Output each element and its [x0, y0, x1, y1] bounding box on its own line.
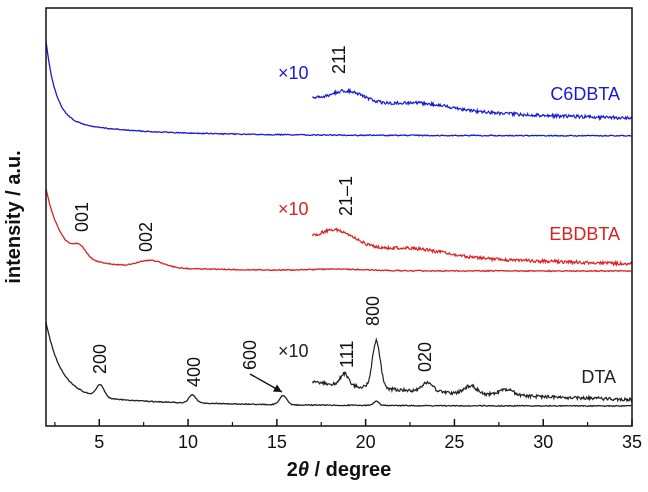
peak-label: 002: [136, 222, 156, 252]
x-axis-label-prefix: 2: [287, 459, 298, 481]
plot-area: C6DBTA ×10 EBDBTA ×10 DTA ×10 211 001 002 21–1 200…: [45, 41, 633, 408]
peak-label: 001: [72, 202, 92, 232]
series-name-label: C6DBTA: [550, 84, 620, 104]
series-magnified-c6dbta: [312, 87, 633, 122]
series-c6dbta: [45, 41, 633, 137]
x-tick-label: 15: [267, 432, 287, 452]
magnification-label: ×10: [278, 199, 309, 219]
magnification-label: ×10: [278, 63, 309, 83]
x-tick-label: 10: [178, 432, 198, 452]
peak-label: 111: [337, 341, 357, 368]
series-line-ebdbta: [45, 188, 632, 273]
x-tick-label: 25: [444, 432, 464, 452]
peak-label: 800: [363, 296, 383, 326]
series-name-label: DTA: [581, 367, 616, 387]
series-ebdbta: [45, 188, 633, 273]
series-name-label: EBDBTA: [549, 224, 620, 244]
series-line-c6dbta: [45, 41, 632, 137]
peak-arrow-head: [272, 384, 282, 392]
x-axis-label: 2θ / degree: [287, 459, 392, 481]
x-tick-label: 5: [94, 432, 104, 452]
peak-label: 020: [415, 342, 435, 372]
peak-label: 21–1: [336, 176, 356, 216]
plot-frame: [45, 7, 633, 427]
magnification-label: ×10: [278, 341, 309, 361]
y-axis-label: intensity / a.u.: [3, 150, 25, 283]
x-axis-label-theta: θ: [298, 459, 309, 481]
x-tick-label: 35: [622, 432, 642, 452]
series-magnified-dta: [311, 337, 633, 403]
x-tick-label: 30: [533, 432, 553, 452]
peak-label: 400: [184, 357, 204, 387]
x-axis-ticks: 5 10 15 20 25 30 35: [54, 419, 642, 452]
x-axis-label-suffix: / degree: [309, 459, 391, 481]
series-dta: [45, 321, 633, 408]
series-line-dta: [45, 321, 632, 408]
peak-label: 211: [329, 45, 349, 74]
x-tick-label: 20: [356, 432, 376, 452]
peak-label: 600: [240, 340, 260, 370]
peak-label: 200: [90, 344, 110, 374]
series-magnified-ebdbta: [311, 227, 633, 268]
